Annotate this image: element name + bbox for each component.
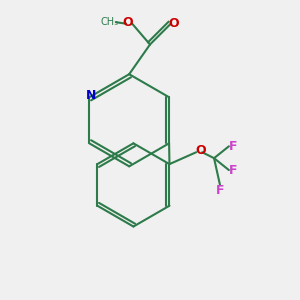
Text: O: O (122, 16, 133, 29)
Text: O: O (195, 144, 206, 157)
Text: F: F (229, 140, 238, 153)
Text: CH₃: CH₃ (101, 17, 119, 27)
Text: F: F (229, 164, 238, 177)
Text: F: F (216, 184, 224, 197)
Text: O: O (169, 17, 179, 30)
Text: N: N (85, 89, 96, 102)
